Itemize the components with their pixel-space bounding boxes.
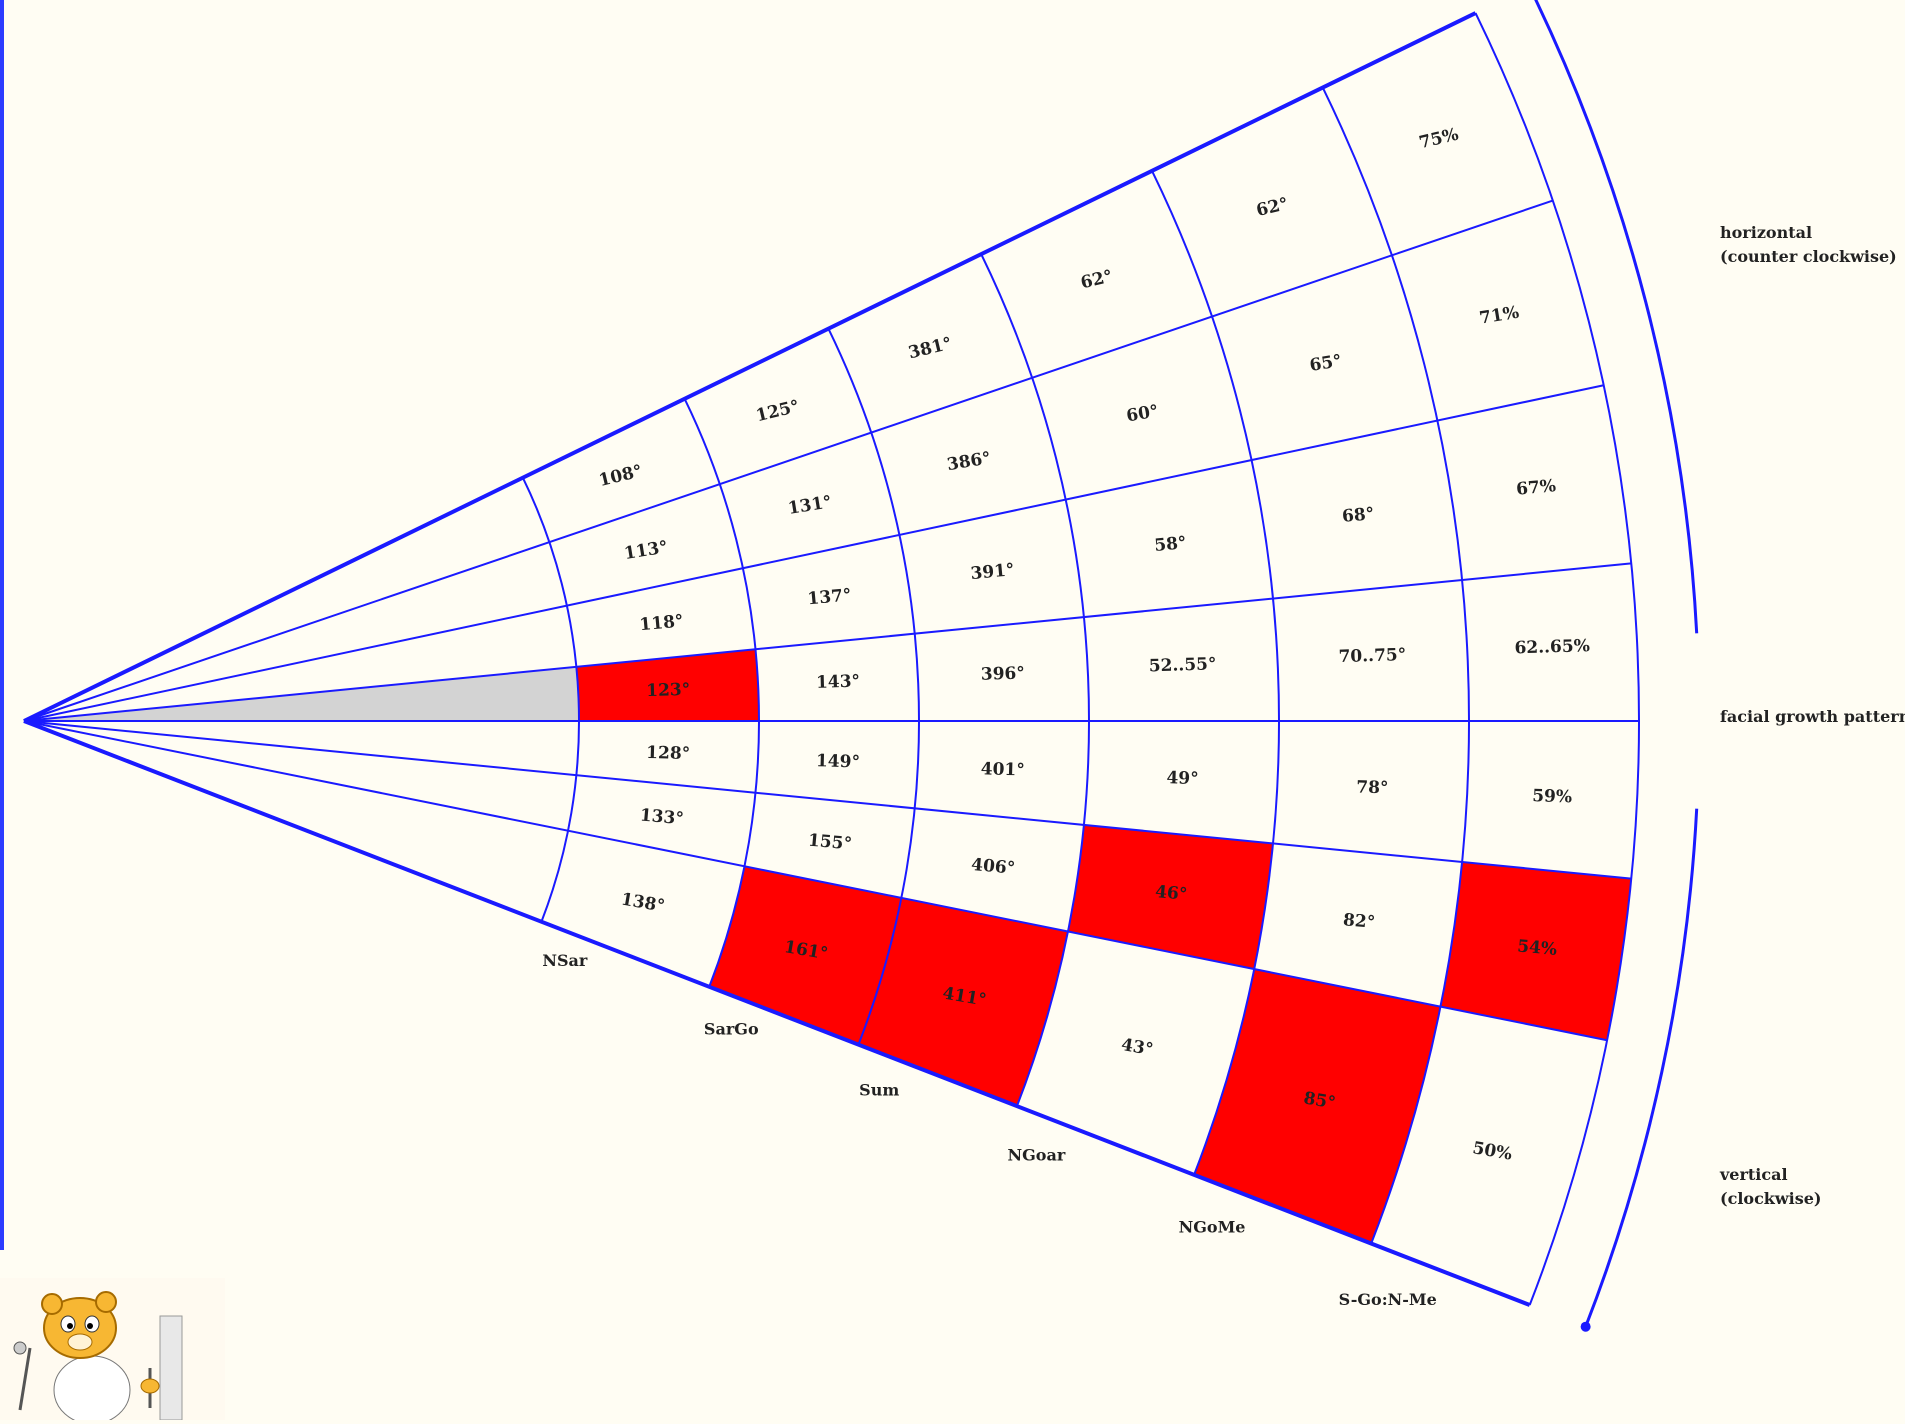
- ray-line: [23, 199, 1554, 722]
- cell-value: 82°: [1342, 910, 1376, 933]
- column-label: SarGo: [704, 1020, 759, 1039]
- cell-value: 62°: [1079, 266, 1115, 293]
- arc-line: [1321, 87, 1471, 1244]
- arc-line: [827, 328, 920, 1046]
- horizontal-label: horizontal: [1720, 223, 1812, 242]
- horizontal-sublabel: (counter clockwise): [1720, 247, 1897, 266]
- cell-value: 108°: [597, 461, 644, 491]
- vertical-label: vertical: [1719, 1165, 1788, 1184]
- left-border: [0, 0, 4, 1250]
- cell-6-2: [858, 897, 1068, 1107]
- cell-value: 70..75°: [1338, 645, 1406, 667]
- arc-line: [683, 398, 760, 988]
- vertical-sublabel: (clockwise): [1720, 1189, 1822, 1208]
- cell-value: 50%: [1471, 1138, 1514, 1164]
- arc-line: [1474, 12, 1640, 1306]
- cell-value: 128°: [646, 743, 691, 764]
- cell-value: 54%: [1516, 936, 1557, 959]
- cell-value: 138°: [620, 889, 667, 916]
- cell-value: 67%: [1515, 476, 1556, 500]
- cell-value: 123°: [646, 680, 691, 701]
- vertical-arrow-head: [1580, 1321, 1591, 1332]
- column-label: Sum: [859, 1080, 899, 1099]
- arc-line: [521, 477, 580, 923]
- cell-value: 59%: [1532, 786, 1572, 807]
- cell-value: 62°: [1254, 194, 1290, 221]
- facial-growth-pattern-label: facial growth pattern: [1720, 707, 1905, 726]
- cell-5-5: [1440, 862, 1632, 1041]
- cell-value: 131°: [787, 492, 834, 519]
- vertical-arrow: [1584, 808, 1699, 1328]
- cell-value: 43°: [1120, 1035, 1155, 1060]
- cell-value: 113°: [623, 537, 670, 564]
- cell-value: 65°: [1308, 351, 1343, 376]
- cell-value: 401°: [981, 759, 1026, 780]
- cell-value: 386°: [946, 448, 993, 475]
- arc-line: [1151, 170, 1280, 1176]
- cell-value: 46°: [1154, 882, 1188, 905]
- ray-line: [23, 720, 1608, 1042]
- column-label: NSar: [542, 951, 588, 970]
- cell-6-4: [1194, 969, 1441, 1244]
- cell-value: 143°: [816, 672, 861, 693]
- ray-line: [23, 719, 1531, 1307]
- cell-value: 78°: [1356, 777, 1389, 798]
- cell-value: 118°: [639, 611, 685, 635]
- horizontal-arrow: [1534, 0, 1699, 634]
- cell-value: 68°: [1341, 504, 1375, 527]
- cell-value: 391°: [970, 560, 1016, 584]
- cell-value: 62..65%: [1514, 636, 1590, 658]
- cell-value: 149°: [816, 751, 861, 772]
- cell-value: 58°: [1153, 533, 1187, 556]
- cell-5-3: [1067, 824, 1274, 970]
- cell-value: 396°: [981, 663, 1026, 684]
- cell-value: 137°: [807, 585, 853, 609]
- cell-value: 381°: [907, 334, 954, 364]
- cell-6-1: [709, 866, 902, 1045]
- column-label: S-Go:N-Me: [1339, 1290, 1437, 1309]
- cell-value: 133°: [639, 805, 685, 829]
- ray-line: [23, 384, 1604, 722]
- ray-line: [23, 562, 1632, 722]
- cell-3-0: [576, 649, 759, 721]
- hamster-dentist-icon: [0, 1278, 225, 1424]
- ray-line: [23, 11, 1477, 723]
- column-label: NGoar: [1007, 1145, 1065, 1164]
- cell-value: 75%: [1417, 125, 1460, 154]
- column-label: NGoMe: [1179, 1218, 1246, 1237]
- arc-line: [980, 253, 1090, 1107]
- cell-value: 155°: [807, 831, 853, 855]
- cell-value: 52..55°: [1149, 654, 1217, 676]
- cell-value: 125°: [754, 397, 801, 427]
- cell-value: 60°: [1125, 401, 1160, 426]
- cell-value: 71%: [1478, 303, 1521, 329]
- cell-value: 49°: [1166, 768, 1199, 789]
- cell-value: 406°: [970, 855, 1016, 879]
- ray-line: [23, 720, 1632, 880]
